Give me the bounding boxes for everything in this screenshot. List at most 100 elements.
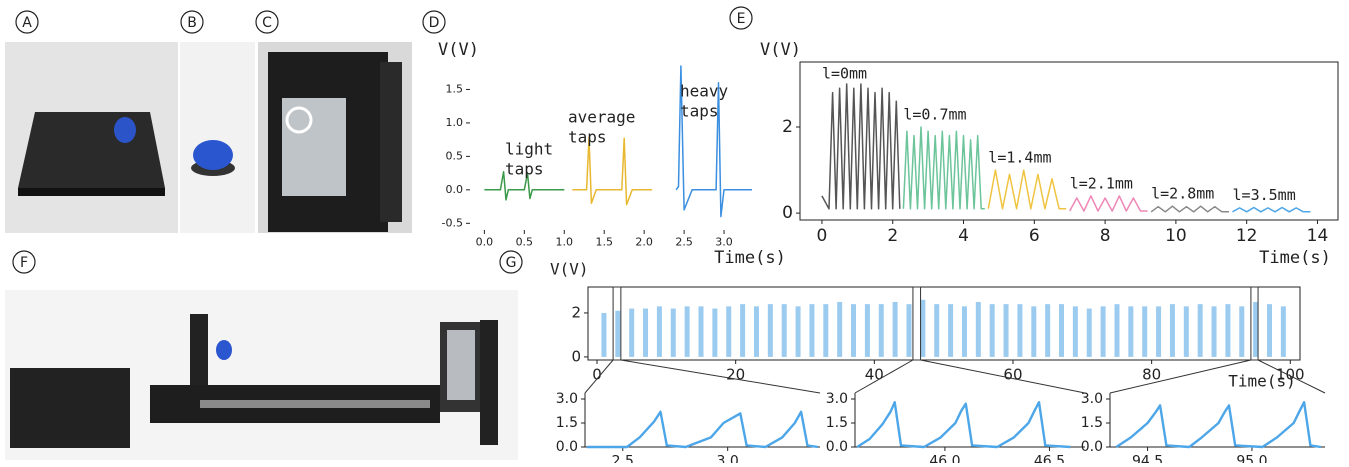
y-tick-label: 2 bbox=[782, 117, 793, 137]
series-label: l=3.5mm bbox=[1233, 186, 1296, 204]
x-tick-label: 2.5 bbox=[612, 453, 634, 463]
photo-a bbox=[5, 42, 178, 233]
photo-f bbox=[5, 290, 518, 460]
panel-label: F bbox=[20, 255, 28, 271]
bar bbox=[920, 299, 926, 357]
panel-label-circle bbox=[729, 6, 753, 30]
bar bbox=[948, 304, 954, 357]
bar bbox=[1266, 304, 1272, 357]
annotation: light bbox=[505, 140, 553, 159]
x-tick-label: 1.5 bbox=[595, 236, 613, 249]
y-tick-label: 0 bbox=[571, 347, 581, 365]
zoom-connector bbox=[620, 359, 821, 394]
plot-frame bbox=[587, 286, 1301, 361]
x-axis-label: Time(s) bbox=[1259, 248, 1331, 268]
series-line bbox=[987, 169, 1067, 210]
series-line bbox=[821, 83, 901, 210]
zoom-box bbox=[912, 286, 922, 361]
bar bbox=[1059, 304, 1065, 357]
series-label: l=1.4mm bbox=[988, 149, 1051, 167]
bar bbox=[1183, 306, 1189, 357]
bar bbox=[740, 304, 746, 357]
x-tick-label: 0.0 bbox=[476, 236, 494, 249]
bar bbox=[1114, 304, 1120, 357]
series-line bbox=[675, 65, 752, 218]
zoom-connector bbox=[854, 359, 914, 394]
bar bbox=[1253, 301, 1259, 357]
bar bbox=[961, 306, 967, 357]
x-tick-label: 0 bbox=[817, 226, 828, 246]
x-tick-label: 20 bbox=[726, 366, 745, 384]
bar bbox=[643, 308, 649, 357]
bar bbox=[892, 301, 898, 357]
bar bbox=[1239, 306, 1245, 357]
x-tick-label: 2.0 bbox=[635, 236, 653, 249]
bar bbox=[656, 306, 662, 357]
series-line bbox=[1115, 401, 1321, 449]
bar bbox=[934, 304, 940, 357]
panel-label: C bbox=[262, 15, 272, 31]
bar bbox=[698, 306, 704, 357]
bar bbox=[975, 301, 981, 357]
x-tick-label: 4 bbox=[958, 226, 969, 246]
y-tick-label: 2 bbox=[571, 303, 581, 321]
x-axis-label: Time(s) bbox=[1228, 372, 1295, 391]
bar bbox=[1086, 308, 1092, 357]
bar bbox=[615, 310, 621, 357]
y-axis-label: V(V) bbox=[438, 40, 479, 60]
bar bbox=[1142, 306, 1148, 357]
zoom-connector bbox=[1109, 359, 1252, 394]
bar bbox=[1211, 306, 1217, 357]
y-tick-label: 1.5 bbox=[1081, 415, 1103, 431]
y-tick-label: -0.5 bbox=[442, 216, 463, 229]
x-tick-label: 1.0 bbox=[556, 236, 574, 249]
bar bbox=[629, 308, 635, 357]
bar bbox=[684, 306, 690, 357]
photo-c bbox=[258, 42, 412, 233]
bar bbox=[1017, 304, 1023, 357]
annotation: taps bbox=[568, 128, 607, 147]
y-tick-label: 0.0 bbox=[826, 439, 848, 455]
x-tick-label: 3.0 bbox=[717, 453, 739, 463]
annotation: heavy bbox=[680, 82, 729, 101]
x-tick-label: 2 bbox=[887, 226, 898, 246]
series-line bbox=[587, 410, 819, 449]
y-tick-label: 0.5 bbox=[446, 149, 464, 162]
bar bbox=[906, 304, 912, 357]
x-tick-label: 2.5 bbox=[675, 236, 693, 249]
series-line bbox=[572, 136, 653, 206]
annotation: taps bbox=[680, 102, 719, 121]
x-tick-label: 0.5 bbox=[516, 236, 534, 249]
series-line bbox=[902, 126, 985, 210]
y-tick-label: 0.0 bbox=[556, 439, 578, 455]
y-tick-label: 3.0 bbox=[556, 391, 578, 407]
series-line bbox=[1232, 206, 1311, 213]
bar bbox=[878, 304, 884, 357]
zoom-box bbox=[612, 286, 622, 361]
y-tick-label: 0 bbox=[782, 203, 793, 223]
panel-label-circle bbox=[422, 10, 446, 34]
series-label: l=2.1mm bbox=[1070, 174, 1133, 192]
y-tick-label: 1.5 bbox=[826, 415, 848, 431]
x-tick-label: 3.0 bbox=[715, 236, 733, 249]
zoom-connector bbox=[1257, 359, 1326, 394]
series-line bbox=[484, 171, 565, 201]
bar bbox=[989, 304, 995, 357]
series-line bbox=[1069, 195, 1148, 212]
panel-label: E bbox=[737, 11, 746, 27]
bar bbox=[767, 304, 773, 357]
y-tick-label: 1.5 bbox=[556, 415, 578, 431]
x-tick-label: 12 bbox=[1236, 226, 1258, 246]
x-axis-label: Time(s) bbox=[714, 248, 786, 268]
zoom-connector bbox=[584, 359, 614, 394]
x-tick-label: 46.5 bbox=[1034, 453, 1065, 463]
bar bbox=[837, 301, 843, 357]
bar bbox=[1031, 306, 1037, 357]
bar bbox=[1100, 306, 1106, 357]
bar bbox=[601, 312, 607, 357]
bar bbox=[1128, 306, 1134, 357]
bar bbox=[670, 308, 676, 357]
bar bbox=[823, 304, 829, 357]
plot-frame bbox=[799, 61, 1339, 221]
